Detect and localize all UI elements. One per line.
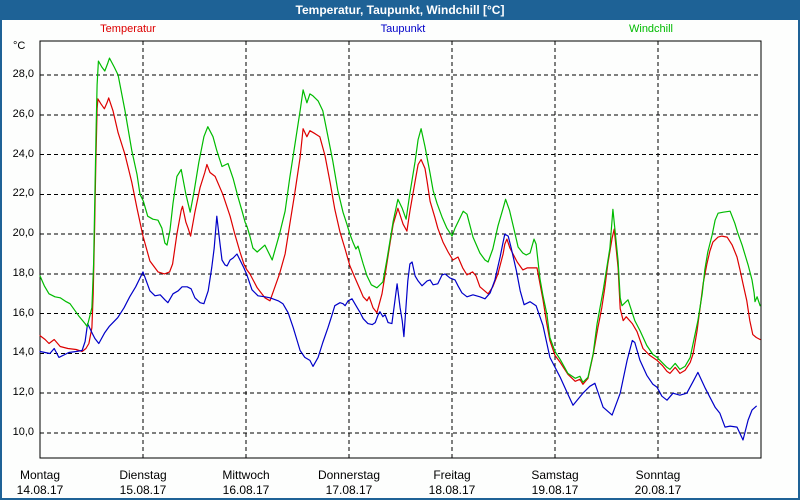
y-tick-label-26: 26,0	[12, 107, 34, 120]
x-date-label-14.08.17: 14.08.17	[16, 483, 64, 497]
y-tick-label-14: 14,0	[12, 346, 34, 359]
x-day-label-Montag: Montag	[19, 468, 61, 482]
y-axis-unit-label: °C	[13, 40, 26, 52]
y-tick-label-10: 10,0	[12, 426, 34, 439]
series-line-windchill	[39, 57, 761, 383]
y-tick-label-12: 12,0	[12, 386, 34, 399]
y-tick-label-16: 16,0	[12, 306, 34, 319]
y-tick-label-24: 24,0	[12, 147, 34, 160]
x-day-label-Dienstag: Dienstag	[119, 468, 167, 482]
plot-border	[39, 40, 762, 459]
x-date-label-18.08.17: 18.08.17	[428, 483, 476, 497]
y-tick-label-20: 20,0	[12, 227, 34, 240]
series-line-taupunkt	[39, 215, 757, 441]
x-day-label-Donnerstag: Donnerstag	[317, 468, 381, 482]
y-tick-label-22: 22,0	[12, 187, 34, 200]
x-date-label-19.08.17: 19.08.17	[531, 483, 579, 497]
legend-taupunkt: Taupunkt	[380, 23, 426, 35]
x-day-label-Freitag: Freitag	[433, 468, 471, 482]
legend-temperatur: Temperatur	[100, 23, 156, 35]
window-title: Temperatur, Taupunkt, Windchill [°C]	[295, 3, 505, 17]
x-day-label-Samstag: Samstag	[531, 468, 579, 482]
series-line-temperatur	[39, 97, 761, 385]
x-date-label-15.08.17: 15.08.17	[119, 483, 167, 497]
x-day-label-Mittwoch: Mittwoch	[222, 468, 270, 482]
y-tick-label-28: 28,0	[12, 68, 34, 80]
x-date-label-16.08.17: 16.08.17	[222, 483, 270, 497]
window-title-bar: Temperatur, Taupunkt, Windchill [°C]	[0, 0, 800, 20]
x-date-label-17.08.17: 17.08.17	[325, 483, 373, 497]
x-date-label-20.08.17: 20.08.17	[634, 483, 682, 497]
y-tick-label-18: 18,0	[12, 266, 34, 279]
legend-windchill: Windchill	[628, 23, 674, 35]
x-day-label-Sonntag: Sonntag	[635, 468, 681, 482]
